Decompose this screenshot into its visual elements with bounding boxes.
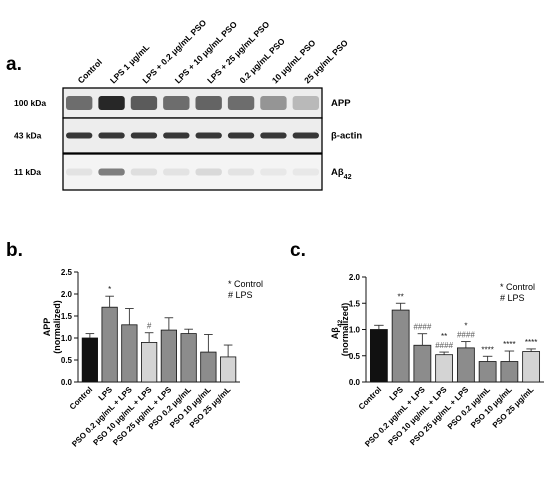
blot-band [130, 132, 158, 139]
blot-band [227, 96, 255, 110]
y-axis-unit: (normalized) [340, 303, 350, 357]
y-tick-label: 1.5 [61, 312, 73, 321]
blot-band [130, 168, 158, 176]
western-blot: 100 kDa APP 43 kDa β-actin 11 kDa Aβ42 [14, 87, 362, 191]
bar [456, 347, 475, 383]
chart-abeta42: 0.00.51.01.52.0Aβ42(normalized)Control**… [330, 273, 544, 449]
bar [160, 329, 177, 383]
significance-mark: #### [435, 341, 453, 350]
blot-band [163, 96, 190, 110]
significance-mark: **** [503, 340, 515, 349]
y-tick-label: 0.5 [61, 356, 73, 365]
bar [500, 361, 519, 383]
significance-mark: **** [481, 345, 493, 354]
bar [81, 337, 98, 383]
blot-band [227, 168, 255, 176]
blot-band [195, 168, 222, 176]
blot-band [260, 132, 287, 139]
y-axis-unit: (normalized) [52, 300, 62, 354]
significance-mark: ** [441, 332, 447, 341]
y-axis-label: APP [42, 318, 52, 337]
protein-label: β-actin [331, 131, 362, 142]
blot-band [130, 96, 158, 110]
significance-mark: # [147, 322, 152, 331]
protein-label: APP [331, 98, 351, 109]
blot-band [292, 168, 319, 176]
y-tick-label: 1.0 [349, 326, 361, 335]
y-tick-label: 0.0 [349, 378, 361, 387]
significance-mark: * [464, 322, 467, 331]
y-tick-label: 0.0 [61, 378, 73, 387]
bar [101, 306, 118, 383]
legend-entry: # LPS [500, 293, 525, 303]
bar [121, 324, 138, 383]
blot-band [98, 168, 125, 176]
protein-label: Aβ42 [331, 167, 352, 181]
blot-band [292, 132, 319, 139]
bar [369, 329, 388, 383]
y-tick-label: 2.5 [61, 268, 73, 277]
y-tick-label: 1.0 [61, 334, 73, 343]
y-tick-label: 1.5 [349, 299, 361, 308]
bar [435, 354, 454, 383]
blot-band [195, 96, 222, 110]
blot-lane-label: LPS + 25 μg/mL PSO [205, 19, 272, 86]
bar [391, 309, 410, 383]
blot-band [260, 96, 287, 110]
blot-lane-label: Control [76, 57, 104, 85]
panel-a-letter: a. [6, 54, 22, 75]
significance-mark: #### [457, 331, 475, 340]
x-category-label: Control [68, 385, 94, 411]
molecular-weight-label: 11 kDa [14, 167, 41, 177]
significance-mark: #### [413, 323, 431, 332]
molecular-weight-label: 100 kDa [14, 98, 46, 108]
bar [141, 341, 158, 383]
bar [522, 351, 541, 383]
significance-mark: * [108, 285, 111, 294]
bar [200, 351, 217, 383]
bar [413, 344, 432, 383]
blot-band [66, 96, 93, 110]
y-tick-label: 2.0 [349, 273, 361, 282]
blot-lane-label: LPS + 0.2 μg/mL PSO [140, 17, 208, 85]
significance-mark: **** [525, 338, 537, 347]
legend-entry: * Control [500, 282, 535, 292]
molecular-weight-label: 43 kDa [14, 131, 42, 141]
panel-b-letter: b. [6, 240, 23, 261]
blot-band [163, 168, 190, 176]
chart-app: 0.0 0.5 1.0 1.5 2.0 2.5 APP (normalized) Control… [42, 268, 263, 449]
blot-band [227, 132, 255, 139]
blot-band [98, 96, 125, 110]
legend-entry: * Control [228, 279, 263, 289]
y-tick-label: 0.5 [349, 352, 361, 361]
x-category-label: LPS [388, 385, 406, 403]
blot-band [163, 132, 190, 139]
bar [180, 333, 197, 383]
bar [478, 361, 497, 383]
blot-band [260, 168, 287, 176]
bar [220, 356, 237, 383]
blot-lane-label: LPS + 10 μg/mL PSO [173, 19, 240, 86]
blot-band [292, 96, 319, 110]
blot-band [66, 132, 93, 139]
blot-band [98, 132, 125, 139]
y-tick-label: 2.0 [61, 290, 73, 299]
x-category-label: Control [357, 385, 383, 411]
panel-c-letter: c. [290, 240, 306, 261]
legend-entry: # LPS [228, 290, 253, 300]
blot-band [195, 132, 222, 139]
significance-mark: ** [398, 292, 404, 301]
blot-band [66, 168, 93, 176]
